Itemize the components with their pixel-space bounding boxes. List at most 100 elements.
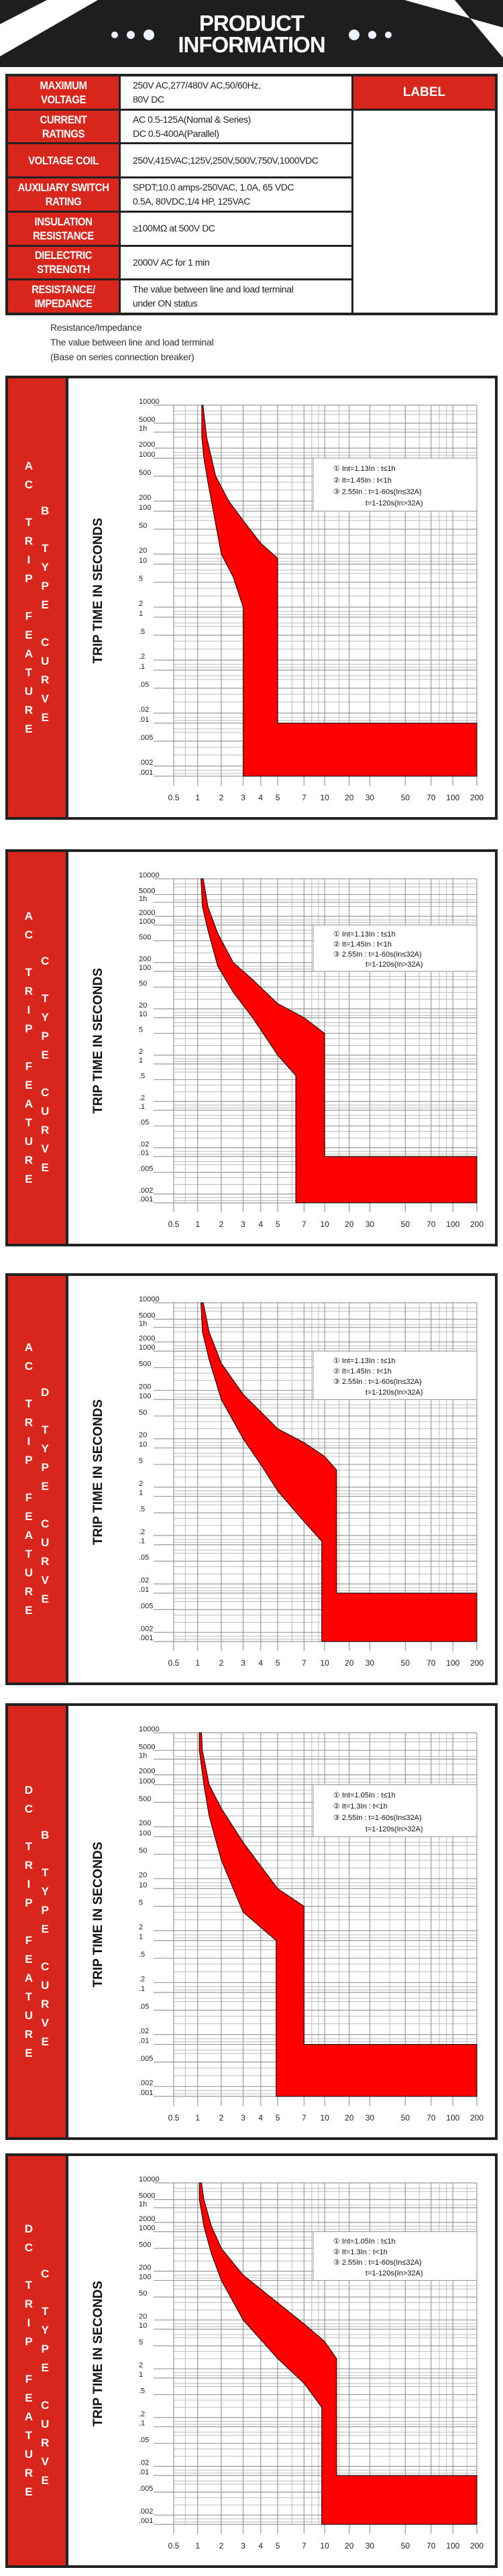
- spec-value-line: 250V,415VAC;125V,250V,500V,750V,1000VDC: [133, 154, 319, 166]
- side-title-letter: [44, 1402, 47, 1421]
- y-tick-label: .002: [139, 759, 153, 767]
- side-title-letter: R: [41, 1124, 50, 1136]
- y-tick-label: 1: [139, 610, 143, 618]
- y-tick-label: .01: [139, 1586, 149, 1594]
- x-tick-label: 70: [427, 2113, 436, 2123]
- y-tick-label: 2: [139, 600, 143, 608]
- side-title-letter: E: [41, 1593, 49, 1605]
- side-title-letter: I: [27, 553, 31, 566]
- side-title-letter: C: [24, 1802, 33, 1815]
- spec-label-line: DIELECTRIC: [34, 249, 93, 262]
- page-header: PRODUCT INFORMATION: [0, 0, 503, 67]
- x-tick-label: 1: [195, 793, 200, 802]
- y-tick-label: 5: [139, 1899, 143, 1907]
- y-tick-label: 50: [139, 522, 147, 530]
- x-tick-label: 7: [302, 2113, 306, 2123]
- x-tick-label: 30: [366, 1220, 375, 1229]
- x-tick-label: 100: [446, 2541, 459, 2551]
- side-title-letter: R: [41, 1997, 50, 2010]
- label-area: [351, 108, 498, 315]
- y-axis-title: TRIP TIME IN SECONDS: [91, 2281, 105, 2426]
- spec-label-line: VOLTAGE COIL: [28, 154, 99, 167]
- x-tick-label: 100: [446, 1220, 459, 1229]
- spec-label-line: CURRENT: [40, 113, 87, 126]
- y-tick-label: 100: [139, 964, 151, 972]
- side-title-letter: P: [41, 1030, 49, 1042]
- y-tick-label: .01: [139, 2037, 149, 2045]
- left-diagonal-stripe: [0, 0, 98, 56]
- x-tick-label: 10: [320, 2113, 329, 2123]
- side-title-letter: T: [25, 1839, 33, 1853]
- legend-entry: t=1-120s(In>32A): [366, 1389, 423, 1397]
- x-tick-label: 20: [345, 793, 354, 802]
- y-tick-label: 1: [139, 2371, 143, 2379]
- x-tick-label: 7: [302, 1220, 306, 1229]
- y-tick-label: 2000: [139, 2215, 155, 2223]
- side-title-letter: Y: [41, 1884, 49, 1898]
- x-tick-label: 20: [345, 2113, 354, 2123]
- y-tick-label: .2: [139, 2410, 145, 2418]
- y-tick-label: .5: [139, 1505, 145, 1513]
- side-title-letter: C: [24, 2241, 33, 2254]
- side-title-letter: P: [25, 1896, 33, 1909]
- side-title-letter: F: [25, 1060, 33, 1073]
- x-tick-label: 4: [258, 1658, 263, 1668]
- y-tick-label: 10000: [139, 398, 160, 406]
- y-tick-label: 1h: [139, 425, 147, 433]
- spec-label-line: MAXIMUM: [40, 78, 87, 92]
- side-title-letter: R: [41, 2436, 50, 2449]
- x-tick-label: 200: [470, 793, 484, 802]
- spec-value: AC 0.5-125A(Nomal & Series) DC 0.5-400A(P…: [119, 108, 353, 145]
- side-title-letter: V: [41, 1142, 49, 1155]
- x-tick-label: 2: [219, 1220, 224, 1229]
- side-title-letter: E: [25, 1510, 33, 1523]
- x-tick-label: 3: [241, 1220, 245, 1229]
- side-title-letter: E: [25, 1079, 33, 1091]
- spec-label: INSULATION RESISTANCE: [5, 210, 121, 247]
- side-title-letter: I: [27, 1435, 31, 1448]
- x-tick-label: 3: [241, 793, 245, 802]
- note-line: The value between line and load terminal: [50, 337, 214, 347]
- y-tick-label: 200: [139, 2264, 151, 2272]
- y-tick-label: .005: [139, 2055, 153, 2063]
- x-tick-label: 10: [320, 2541, 329, 2551]
- side-title-letter: A: [24, 647, 33, 660]
- legend-entry: ③ 2.55In : t=1-60s(In≤32A): [333, 1814, 422, 1822]
- side-title-letter: C: [41, 1960, 50, 1973]
- side-title-letter: T: [25, 516, 33, 529]
- side-title-letter: P: [25, 2335, 33, 2348]
- trip-time-band: [199, 2182, 478, 2525]
- y-tick-label: .005: [139, 1165, 153, 1173]
- x-tick-label: 0.5: [168, 1220, 180, 1229]
- side-title-letter: T: [41, 1424, 49, 1436]
- y-tick-label: .1: [139, 1103, 145, 1111]
- side-title-letter: D: [24, 2222, 33, 2235]
- y-tick-label: 200: [139, 1819, 151, 1827]
- legend-entry: t=1-120s(In>32A): [366, 2269, 423, 2277]
- x-tick-label: 50: [401, 793, 410, 802]
- y-tick-label: 100: [139, 1829, 151, 1837]
- y-tick-label: 1: [139, 1057, 143, 1065]
- side-title-letter: R: [24, 1154, 33, 1167]
- x-tick-label: 3: [241, 1658, 245, 1668]
- spec-label: CURRENT RATINGS: [5, 108, 121, 145]
- x-tick-label: 70: [427, 1220, 436, 1229]
- legend-box: [313, 1350, 478, 1400]
- y-tick-label: 1: [139, 1933, 143, 1941]
- y-tick-label: .5: [139, 628, 145, 636]
- x-tick-label: 5: [276, 2541, 280, 2551]
- x-tick-label: 50: [401, 1658, 410, 1668]
- side-title-letter: [27, 494, 30, 513]
- y-tick-label: 1000: [139, 1777, 155, 1785]
- y-axis-title: TRIP TIME IN SECONDS: [91, 1399, 105, 1545]
- side-title-letter: E: [25, 2485, 33, 2498]
- y-tick-label: 1000: [139, 451, 155, 459]
- x-tick-label: 100: [446, 1658, 459, 1668]
- side-title-letter: E: [41, 1049, 49, 1061]
